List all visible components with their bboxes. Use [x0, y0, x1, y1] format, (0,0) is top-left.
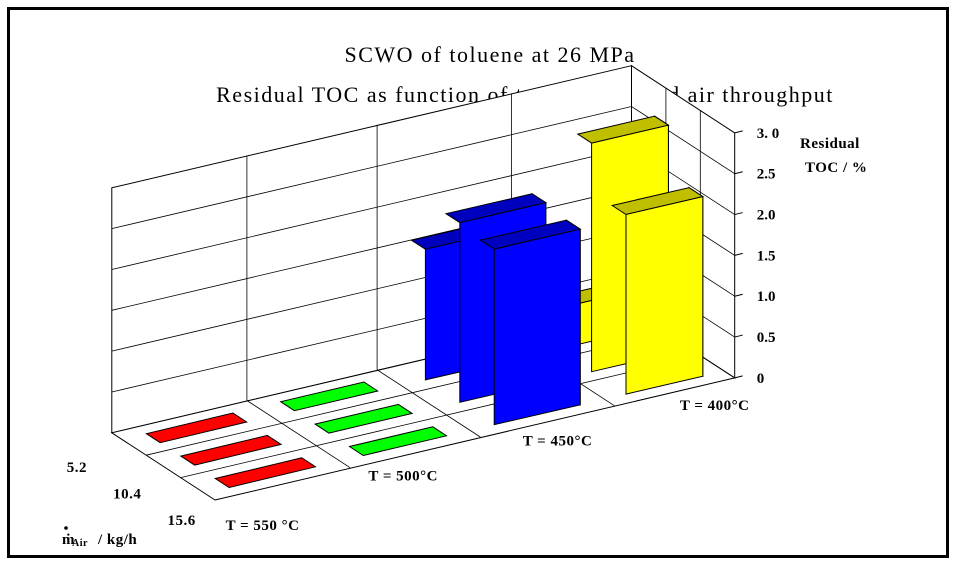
air-tick-label: 5.2: [67, 460, 87, 476]
z-tick-label: 0.5: [757, 330, 776, 346]
temperature-label: T = 450°C: [523, 433, 593, 449]
air-axis-subscript: Air: [72, 538, 88, 549]
z-tick-mark: [734, 293, 743, 297]
temperature-label: T = 500°C: [368, 468, 438, 484]
z-tick-mark: [734, 171, 743, 175]
chart-axes: 0 0.5 1.0 1.5 2.0 2.5 3. 0 T = 550 °C T = 500°C T…: [64, 126, 779, 534]
bar-front: [493, 228, 581, 426]
z-tick-label: 1.0: [757, 289, 776, 305]
temperature-label: T = 550 °C: [226, 518, 300, 534]
z-tick-label: 2.5: [757, 167, 776, 183]
bar-flat: [279, 381, 379, 412]
z-tick-label: 0: [757, 371, 765, 387]
floor-gridline: [376, 369, 481, 438]
temperature-label: T = 400°C: [680, 398, 750, 414]
air-tick-label: 10.4: [113, 486, 141, 502]
chart-title: SCWO of toluene at 26 MPa: [344, 42, 635, 67]
z-tick-label: 2.0: [757, 208, 776, 224]
chart-bars: [145, 115, 705, 489]
bar-flat: [348, 426, 448, 457]
z-tick-mark: [734, 212, 743, 216]
air-axis-unit: / kg/h: [97, 532, 137, 548]
chart-frame: SCWO of toluene at 26 MPa Residual TOC a…: [7, 7, 949, 558]
z-tick-mark: [734, 375, 743, 379]
bar-flat: [179, 434, 283, 466]
z-tick-mark: [734, 252, 743, 256]
bar-front: [625, 195, 704, 395]
z-tick-mark: [734, 130, 743, 134]
air-axis-symbol: ṁ: [62, 532, 75, 548]
air-axis-label: ṁ Air / kg/h: [62, 532, 137, 549]
floor-gridline: [180, 355, 701, 478]
bar-flat: [313, 403, 414, 434]
floor-gridline: [246, 400, 351, 469]
z-axis-label-line2: TOC / %: [805, 160, 867, 176]
z-tick-label: 3. 0: [757, 126, 780, 142]
z-axis-label-line1: Residual: [800, 136, 860, 152]
bar-flat: [145, 412, 248, 444]
z-tick-mark: [734, 334, 743, 338]
air-tick-label: 15.6: [168, 513, 196, 529]
air-axis-symbol-dot: [64, 526, 68, 530]
bar-flat: [213, 457, 317, 489]
chart-svg: SCWO of toluene at 26 MPa Residual TOC a…: [62, 42, 867, 549]
z-tick-label: 1.5: [757, 248, 776, 264]
